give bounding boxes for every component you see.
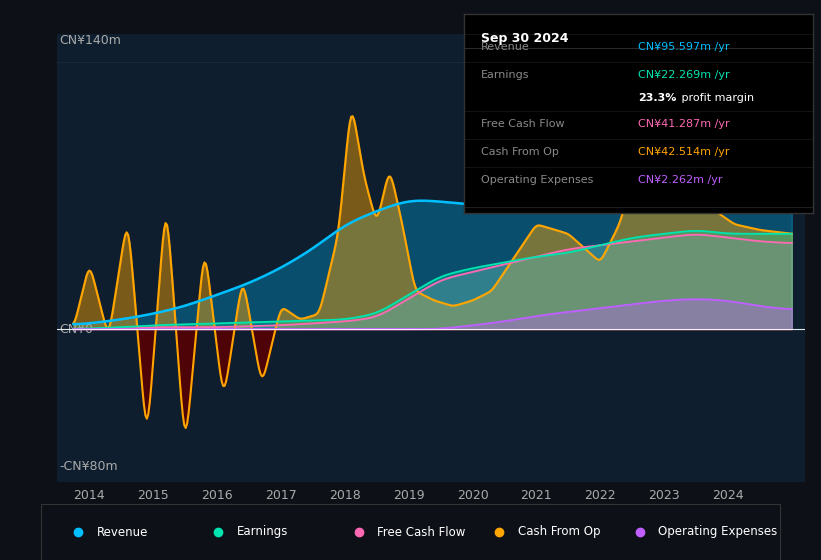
Text: CN¥0: CN¥0	[59, 323, 93, 335]
Text: CN¥2.262m /yr: CN¥2.262m /yr	[639, 175, 722, 185]
Text: Revenue: Revenue	[97, 525, 148, 539]
Text: profit margin: profit margin	[678, 94, 754, 104]
Text: -CN¥80m: -CN¥80m	[59, 460, 117, 473]
Text: CN¥42.514m /yr: CN¥42.514m /yr	[639, 147, 730, 157]
Text: Earnings: Earnings	[237, 525, 288, 539]
Text: Earnings: Earnings	[481, 69, 530, 80]
Text: CN¥95.597m /yr: CN¥95.597m /yr	[639, 42, 730, 52]
Text: CN¥140m: CN¥140m	[59, 34, 121, 46]
Text: Free Cash Flow: Free Cash Flow	[378, 525, 466, 539]
Text: Cash From Op: Cash From Op	[518, 525, 600, 539]
Text: Operating Expenses: Operating Expenses	[481, 175, 594, 185]
Text: Cash From Op: Cash From Op	[481, 147, 559, 157]
Text: Free Cash Flow: Free Cash Flow	[481, 119, 565, 129]
Text: Operating Expenses: Operating Expenses	[658, 525, 777, 539]
Text: Revenue: Revenue	[481, 42, 530, 52]
Text: Sep 30 2024: Sep 30 2024	[481, 32, 569, 45]
Text: CN¥22.269m /yr: CN¥22.269m /yr	[639, 69, 730, 80]
Text: 23.3%: 23.3%	[639, 94, 677, 104]
Text: CN¥41.287m /yr: CN¥41.287m /yr	[639, 119, 730, 129]
